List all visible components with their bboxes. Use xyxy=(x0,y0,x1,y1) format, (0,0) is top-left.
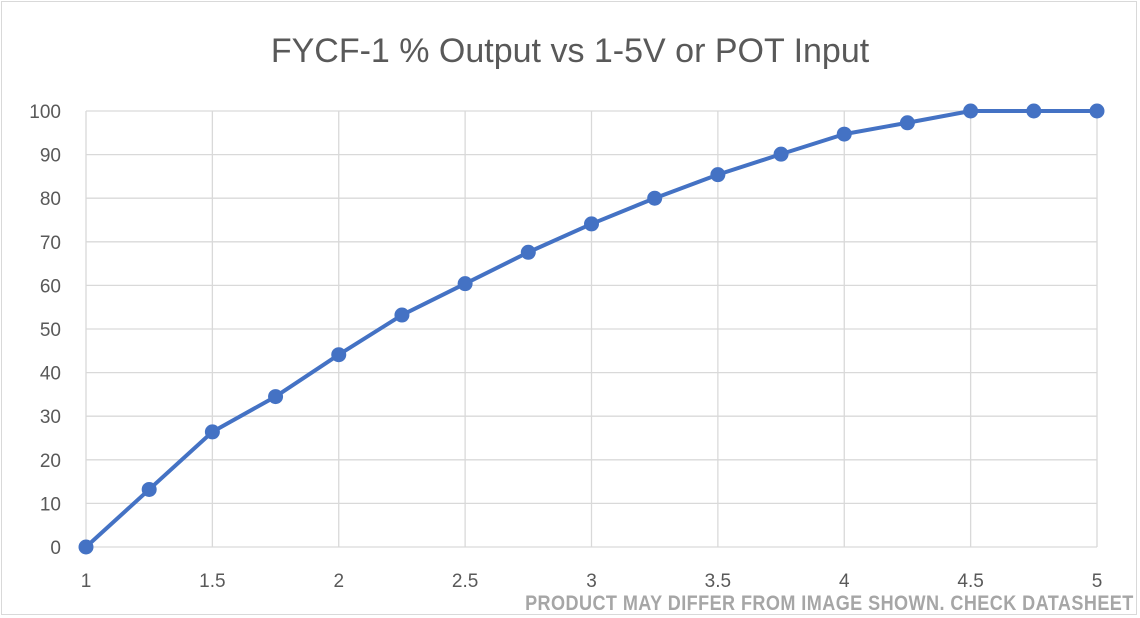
watermark-text: PRODUCT MAY DIFFER FROM IMAGE SHOWN. CHE… xyxy=(525,592,1134,615)
data-point xyxy=(1089,103,1105,119)
data-point xyxy=(204,424,220,440)
y-tick-label: 40 xyxy=(40,364,61,385)
y-tick-label: 20 xyxy=(40,451,61,472)
data-point xyxy=(141,481,157,497)
x-tick-label: 3 xyxy=(586,571,597,592)
data-point xyxy=(457,276,473,292)
data-point xyxy=(394,307,410,323)
data-point xyxy=(899,115,915,131)
data-point xyxy=(268,389,284,405)
data-point xyxy=(647,190,663,206)
y-tick-label: 0 xyxy=(50,538,61,559)
x-tick-label: 2.5 xyxy=(452,571,478,592)
data-point xyxy=(78,539,94,555)
y-tick-label: 70 xyxy=(40,233,61,254)
y-tick-label: 30 xyxy=(40,407,61,428)
y-tick-label: 50 xyxy=(40,320,61,341)
x-tick-label: 1 xyxy=(81,571,92,592)
data-point xyxy=(710,167,726,183)
x-tick-label: 4.5 xyxy=(957,571,983,592)
data-point xyxy=(331,347,347,363)
x-tick-label: 1.5 xyxy=(199,571,225,592)
series-group xyxy=(78,103,1105,555)
y-tick-label: 100 xyxy=(29,102,61,123)
x-tick-label: 5 xyxy=(1092,571,1103,592)
gridlines xyxy=(85,110,1098,548)
y-tick-label: 60 xyxy=(40,276,61,297)
y-tick-label: 80 xyxy=(40,189,61,210)
data-point xyxy=(773,146,789,162)
data-point xyxy=(963,103,979,119)
x-tick-label: 4 xyxy=(839,571,850,592)
chart-title: FYCF-1 % Output vs 1-5V or POT Input xyxy=(271,32,870,70)
y-tick-label: 90 xyxy=(40,146,61,167)
data-point xyxy=(1026,103,1042,119)
x-tick-label: 2 xyxy=(333,571,344,592)
y-axis-tick-labels: 0 10 20 30 40 50 60 70 80 90 100 xyxy=(29,102,61,559)
y-tick-label: 10 xyxy=(40,494,61,515)
data-point xyxy=(584,216,599,232)
data-point xyxy=(836,126,852,142)
data-point xyxy=(520,244,536,260)
x-axis-tick-labels: 1 1.5 2 2.5 3 3.5 4 4.5 5 xyxy=(81,571,1103,592)
x-tick-label: 3.5 xyxy=(705,571,731,592)
